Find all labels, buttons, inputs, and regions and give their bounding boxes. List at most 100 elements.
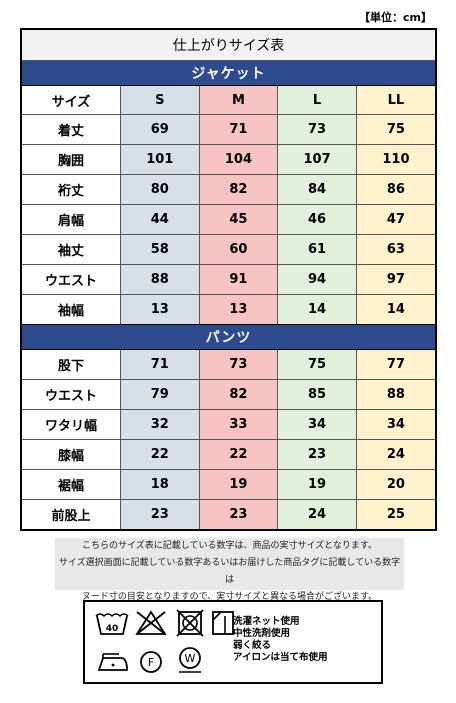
size-value-m: 13 bbox=[198, 294, 279, 324]
measurement-label: 肩幅 bbox=[22, 204, 121, 235]
size-value-l: 94 bbox=[277, 264, 357, 295]
measurement-label: 袖丈 bbox=[22, 234, 121, 265]
table-row: ウエスト 88 91 94 97 bbox=[22, 264, 435, 295]
size-value-s: 71 bbox=[120, 350, 200, 380]
size-header-s: S bbox=[120, 86, 200, 115]
wash-temp: 40 bbox=[106, 624, 119, 634]
note-line: ヌード寸の目安となりますので、実寸サイズと異なる場合がございます。 bbox=[81, 592, 378, 602]
size-value-l: 34 bbox=[277, 409, 357, 440]
table-row: 着丈 69 71 73 75 bbox=[22, 114, 435, 145]
care-line: 弱く絞る bbox=[233, 640, 272, 651]
size-value-s: 32 bbox=[120, 409, 200, 440]
size-value-s: 79 bbox=[120, 379, 200, 410]
size-value-m: 45 bbox=[198, 204, 279, 235]
measurement-label: 袖幅 bbox=[22, 294, 121, 324]
size-value-s: 23 bbox=[120, 499, 200, 529]
measurement-label: 裄丈 bbox=[22, 174, 121, 205]
size-value-m: 91 bbox=[198, 264, 279, 295]
iron-icon bbox=[97, 653, 128, 671]
pants-table: 股下 71 73 75 77 ウエスト 79 82 85 88 ワタリ幅 32 33 34 34 膝幅 22 22… bbox=[22, 350, 435, 529]
size-value-l: 46 bbox=[277, 204, 357, 235]
size-value-l: 61 bbox=[277, 234, 357, 265]
size-value-l: 107 bbox=[277, 144, 357, 175]
size-value-ll: 24 bbox=[355, 439, 435, 470]
table-row: 袖丈 58 60 61 63 bbox=[22, 234, 435, 265]
size-value-ll: 77 bbox=[355, 350, 435, 380]
jacket-table: サイズ S M L LL 着丈 69 71 73 75 胸囲 101 104 107 110 裄丈 8… bbox=[22, 86, 435, 324]
measurement-label: 股下 bbox=[22, 350, 121, 380]
size-value-m: 71 bbox=[198, 114, 279, 145]
wash-40-icon: 40 bbox=[95, 613, 129, 635]
pants-heading: パンツ bbox=[22, 324, 435, 350]
size-value-s: 80 bbox=[120, 174, 200, 205]
size-header-ll: LL bbox=[355, 86, 435, 115]
size-value-ll: 75 bbox=[355, 114, 435, 145]
size-value-ll: 14 bbox=[355, 294, 435, 324]
measurement-label: ワタリ幅 bbox=[22, 409, 121, 440]
table-row: ウエスト 79 82 85 88 bbox=[22, 379, 435, 410]
size-header-label: サイズ bbox=[22, 86, 121, 115]
size-value-s: 18 bbox=[120, 469, 200, 500]
size-value-l: 24 bbox=[277, 499, 357, 529]
wet-clean-letter: W bbox=[185, 652, 196, 665]
size-value-s: 13 bbox=[120, 294, 200, 324]
size-value-l: 19 bbox=[277, 469, 357, 500]
dry-clean-f-icon: F bbox=[140, 651, 162, 673]
chart-title: 仕上がりサイズ表 bbox=[22, 30, 435, 61]
size-value-m: 23 bbox=[198, 499, 279, 529]
size-header-l: L bbox=[277, 86, 357, 115]
size-value-ll: 47 bbox=[355, 204, 435, 235]
table-row: 股下 71 73 75 77 bbox=[22, 350, 435, 380]
jacket-heading: ジャケット bbox=[22, 61, 435, 86]
note-line: こちらのサイズ表に記載している数字は、商品の実寸サイズとなります。 bbox=[81, 541, 378, 551]
size-value-m: 82 bbox=[198, 379, 279, 410]
size-value-s: 88 bbox=[120, 264, 200, 295]
measurement-label: 裾幅 bbox=[22, 469, 121, 500]
size-value-m: 33 bbox=[198, 409, 279, 440]
size-note: こちらのサイズ表に記載している数字は、商品の実寸サイズとなります。 サイズ選択画… bbox=[55, 538, 404, 602]
size-value-s: 58 bbox=[120, 234, 200, 265]
size-value-l: 73 bbox=[277, 114, 357, 145]
table-row: 裄丈 80 82 84 86 bbox=[22, 174, 435, 205]
no-bleach-icon bbox=[135, 610, 167, 635]
unit-label: 【単位：cm】 bbox=[359, 11, 432, 24]
size-value-s: 44 bbox=[120, 204, 200, 235]
size-value-l: 84 bbox=[277, 174, 357, 205]
size-value-m: 60 bbox=[198, 234, 279, 265]
size-value-m: 82 bbox=[198, 174, 279, 205]
measurement-label: 着丈 bbox=[22, 114, 121, 145]
size-value-m: 104 bbox=[198, 144, 279, 175]
size-value-l: 75 bbox=[277, 350, 357, 380]
size-value-m: 73 bbox=[198, 350, 279, 380]
size-value-l: 85 bbox=[277, 379, 357, 410]
table-row: 裾幅 18 19 19 20 bbox=[22, 469, 435, 500]
table-row: 膝幅 22 22 23 24 bbox=[22, 439, 435, 470]
size-value-l: 14 bbox=[277, 294, 357, 324]
measurement-label: 前股上 bbox=[22, 499, 121, 529]
dry-clean-letter: F bbox=[148, 656, 154, 669]
size-value-ll: 63 bbox=[355, 234, 435, 265]
table-row: 胸囲 101 104 107 110 bbox=[22, 144, 435, 175]
care-line: 中性洗剤使用 bbox=[233, 628, 291, 639]
size-value-ll: 110 bbox=[355, 144, 435, 175]
size-value-s: 69 bbox=[120, 114, 200, 145]
shade-dry-icon bbox=[212, 611, 234, 635]
size-value-ll: 34 bbox=[355, 409, 435, 440]
size-chart: 仕上がりサイズ表 ジャケット サイズ S M L LL 着丈 69 71 73 75 胸囲… bbox=[20, 28, 437, 531]
size-header-m: M bbox=[198, 86, 279, 115]
size-value-ll: 86 bbox=[355, 174, 435, 205]
note-line: サイズ選択画面に記載している数字あるいはお届けした商品タグに記載している数字は bbox=[58, 558, 401, 585]
care-label: 40 F bbox=[83, 600, 383, 684]
size-value-m: 19 bbox=[198, 469, 279, 500]
measurement-label: ウエスト bbox=[22, 379, 121, 410]
size-header-row: サイズ S M L LL bbox=[22, 86, 435, 115]
size-value-s: 101 bbox=[120, 144, 200, 175]
size-value-l: 23 bbox=[277, 439, 357, 470]
size-value-ll: 20 bbox=[355, 469, 435, 500]
measurement-label: 胸囲 bbox=[22, 144, 121, 175]
size-value-m: 22 bbox=[198, 439, 279, 470]
measurement-label: 膝幅 bbox=[22, 439, 121, 470]
table-row: 袖幅 13 13 14 14 bbox=[22, 294, 435, 324]
table-row: ワタリ幅 32 33 34 34 bbox=[22, 409, 435, 440]
care-line: アイロンは当て布使用 bbox=[233, 652, 328, 663]
